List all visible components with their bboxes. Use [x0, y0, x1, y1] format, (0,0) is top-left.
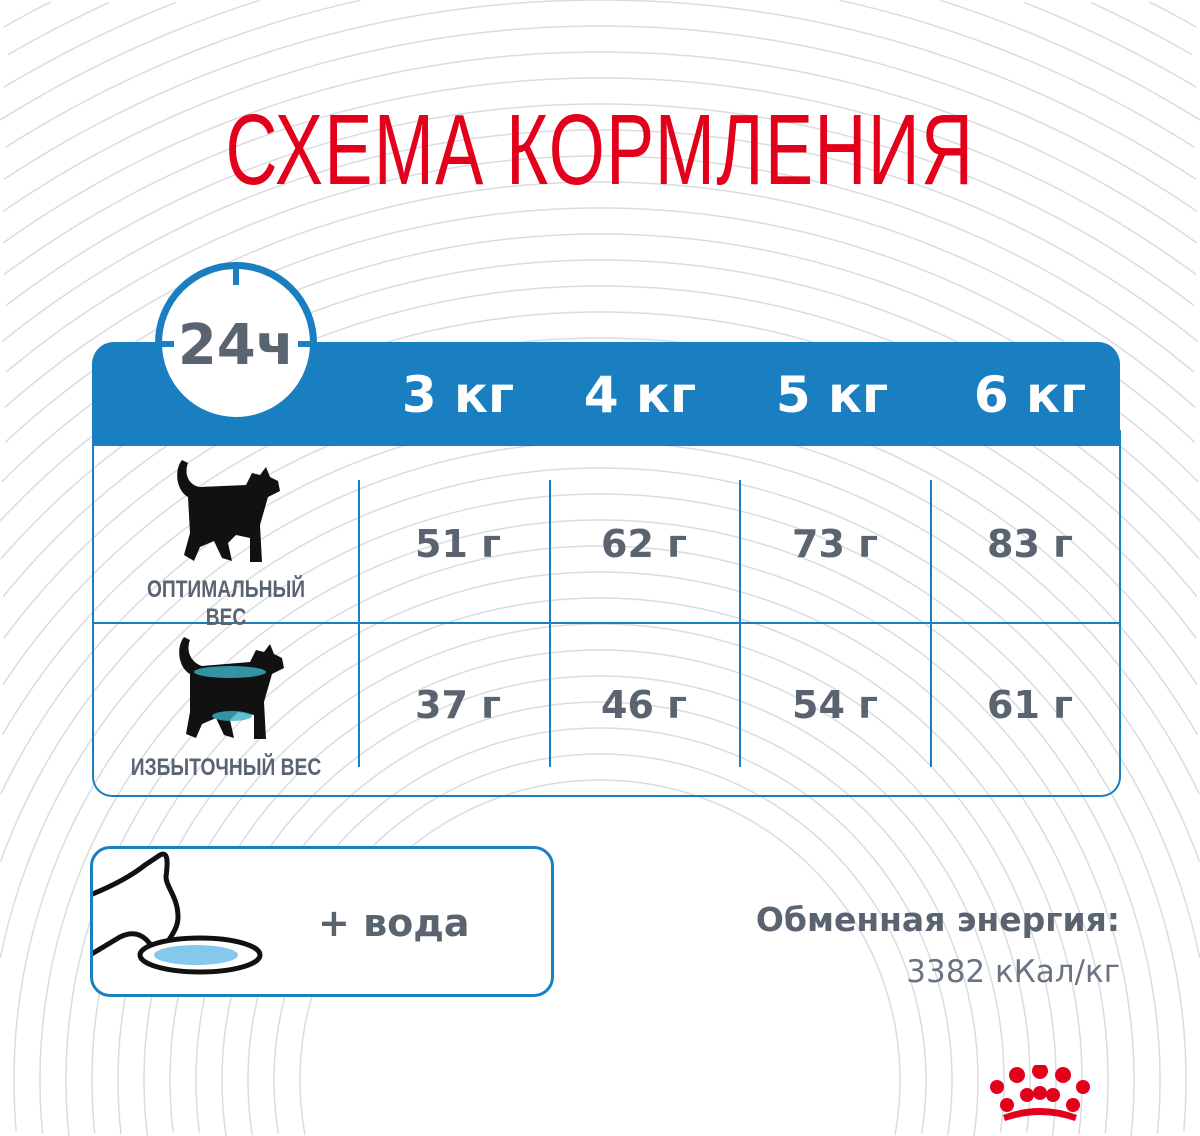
portion-value: 37 г: [415, 683, 501, 727]
page-title: СХЕМА КОРМЛЕНИЯ: [225, 94, 975, 206]
background-arc: [39, 519, 1161, 1134]
background-arc: [3, 77, 1197, 276]
portion-value: 54 г: [792, 683, 878, 727]
clock-tick: [156, 341, 174, 347]
row-divider: [92, 622, 1119, 624]
background-arc: [5, 0, 1195, 148]
water-note: + вода: [90, 846, 554, 997]
background-arc: [5, 103, 1195, 307]
portion-value: 61 г: [987, 683, 1073, 727]
overweight-cat-icon: [179, 637, 284, 739]
background-arc: [0, 467, 1200, 959]
cat-drinking-icon: [93, 851, 263, 975]
weight-header: 4 кг: [583, 366, 697, 424]
background-arc: [0, 0, 1200, 121]
portion-value: 62 г: [601, 522, 687, 566]
cat-silhouette-icon: [177, 460, 280, 562]
clock-tick: [298, 341, 316, 347]
background-arc: [7, 1, 1193, 56]
background-arc: [2, 51, 1198, 244]
row-label: ИЗБЫТОЧНЫЙ ВЕС: [130, 754, 322, 781]
weight-header: 5 кг: [775, 366, 889, 424]
background-arc: [1, 129, 1199, 343]
background-arc: [2, 337, 1198, 640]
period-label: 24ч: [177, 313, 295, 378]
feeding-table: [92, 430, 1121, 797]
clock-tick: [233, 263, 239, 285]
portion-value: 83 г: [987, 522, 1073, 566]
portion-value: 46 г: [601, 683, 687, 727]
portion-value: 51 г: [415, 522, 501, 566]
portion-value: 73 г: [792, 522, 878, 566]
clock-badge: 24ч: [155, 262, 317, 424]
royal-canin-crown-icon: [990, 1065, 1090, 1121]
energy-label: Обменная энергия:: [755, 900, 1120, 939]
energy-value: 3382 кКал/кг: [906, 954, 1120, 990]
background-arc: [3, 1, 1197, 28]
weight-header: 3 кг: [401, 366, 515, 424]
background-arc: [3, 1, 1197, 89]
row-label: ОПТИМАЛЬНЫЙ ВЕС: [146, 576, 306, 631]
background-arc: [3, 0, 1197, 181]
background-arc: [2, 25, 1198, 213]
water-label: + вода: [318, 901, 470, 945]
weight-header: 6 кг: [973, 366, 1087, 424]
background-arc: [5, 155, 1195, 373]
